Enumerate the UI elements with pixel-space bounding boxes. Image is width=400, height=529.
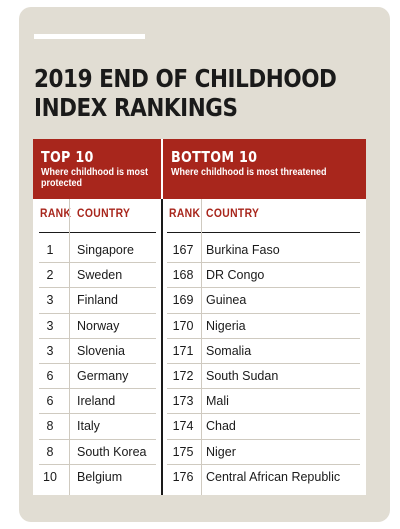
top-rank-cell: 3 xyxy=(46,318,54,333)
top-country-cell: Sweden xyxy=(77,268,123,283)
row-separator xyxy=(167,312,360,314)
bottom-rank-cell: 173 xyxy=(172,394,194,409)
bottom-country-cell: South Sudan xyxy=(206,368,279,383)
top-10-subheading: Where childhood is most protected xyxy=(41,167,149,189)
row-separator xyxy=(167,438,360,440)
title-line-2: INDEX RANKINGS xyxy=(34,93,238,122)
top-country-cell: Slovenia xyxy=(77,343,125,358)
bottom-10-heading: BOTTOM 10 xyxy=(171,148,258,166)
table-row: 1 Singapore 167 Burkina Faso xyxy=(33,238,366,264)
bottom-inner-divider xyxy=(201,199,202,495)
top-10-heading: TOP 10 xyxy=(41,148,94,166)
top-inner-divider xyxy=(69,199,70,495)
row-separator xyxy=(39,287,156,289)
column-divider xyxy=(161,139,163,495)
table-row: 3 Norway 170 Nigeria xyxy=(33,314,366,339)
decorative-rule xyxy=(34,34,145,39)
row-separator xyxy=(167,413,360,415)
bottom-country-cell: DR Congo xyxy=(206,268,265,283)
bottom-rank-cell: 170 xyxy=(172,318,194,333)
bottom-rank-cell: 174 xyxy=(172,419,194,434)
table-row: 3 Slovenia 171 Somalia xyxy=(33,339,366,364)
top-rank-cell: 3 xyxy=(46,293,54,308)
table-row: 6 Germany 172 South Sudan xyxy=(33,364,366,390)
top-rank-cell: 3 xyxy=(46,343,54,358)
row-separator xyxy=(39,312,156,314)
row-separator xyxy=(167,362,360,364)
row-separator xyxy=(39,362,156,364)
table-row: 10 Belgium 176 Central African Republic xyxy=(33,465,366,490)
top-country-cell: Ireland xyxy=(77,394,116,409)
top-rank-cell: 6 xyxy=(46,368,54,383)
bottom-rank-cell: 167 xyxy=(172,243,194,257)
top-rank-cell: 1 xyxy=(46,243,54,257)
bottom-rank-cell: 172 xyxy=(172,368,194,383)
bottom-country-cell: Chad xyxy=(206,419,236,434)
top-rank-column-header: RANK xyxy=(40,208,72,220)
bottom-rank-cell: 176 xyxy=(172,469,194,484)
bottom-country-cell: Burkina Faso xyxy=(206,243,280,257)
rankings-table: TOP 10 Where childhood is most protected… xyxy=(33,139,366,495)
row-separator xyxy=(167,337,360,339)
row-separator xyxy=(39,463,156,465)
bottom-10-subheading: Where childhood is most threatened xyxy=(171,167,327,178)
bottom-column-header-rule xyxy=(167,232,360,233)
row-separator xyxy=(39,337,156,339)
rankings-card: 2019 END OF CHILDHOOD INDEX RANKINGS TOP… xyxy=(19,7,390,522)
row-separator xyxy=(39,438,156,440)
row-separator xyxy=(167,262,360,264)
top-country-cell: Norway xyxy=(77,318,120,333)
row-separator xyxy=(167,287,360,289)
top-country-cell: Finland xyxy=(77,293,118,308)
bottom-rank-cell: 175 xyxy=(172,444,194,459)
row-separator xyxy=(39,262,156,264)
top-rank-cell: 6 xyxy=(46,394,54,409)
bottom-country-cell: Nigeria xyxy=(206,318,246,333)
top-country-column-header: COUNTRY xyxy=(77,208,131,220)
row-separator xyxy=(39,413,156,415)
title-line-1: 2019 END OF CHILDHOOD xyxy=(34,64,337,93)
table-header-band xyxy=(33,139,366,199)
table-row: 6 Ireland 173 Mali xyxy=(33,389,366,415)
bottom-rank-cell: 169 xyxy=(172,293,194,308)
top-rank-cell: 8 xyxy=(46,444,54,459)
bottom-rank-cell: 168 xyxy=(172,268,194,283)
bottom-country-cell: Somalia xyxy=(206,343,252,358)
top-country-cell: Belgium xyxy=(77,469,123,484)
table-row: 2 Sweden 168 DR Congo xyxy=(33,263,366,289)
top-rank-cell: 10 xyxy=(43,469,57,484)
top-column-header-rule xyxy=(39,232,156,233)
bottom-rank-cell: 171 xyxy=(172,343,194,358)
top-rank-cell: 2 xyxy=(46,268,54,283)
bottom-country-cell: Niger xyxy=(206,444,236,459)
row-separator xyxy=(39,388,156,390)
table-body: 1 Singapore 167 Burkina Faso 2 Sweden 168 DR Co… xyxy=(33,238,366,490)
bottom-rank-column-header: RANK xyxy=(169,208,201,220)
row-separator xyxy=(167,388,360,390)
page-title: 2019 END OF CHILDHOOD INDEX RANKINGS xyxy=(34,64,337,122)
top-rank-cell: 8 xyxy=(46,419,54,434)
table-row: 3 Finland 169 Guinea xyxy=(33,288,366,314)
bottom-country-column-header: COUNTRY xyxy=(206,208,260,220)
table-row: 8 Italy 174 Chad xyxy=(33,414,366,440)
table-row: 8 South Korea 175 Niger xyxy=(33,440,366,465)
bottom-country-cell: Central African Republic xyxy=(206,469,341,484)
top-country-cell: Singapore xyxy=(77,243,134,257)
top-10-header: TOP 10 Where childhood is most protected xyxy=(33,139,162,199)
row-separator xyxy=(167,463,360,465)
bottom-country-cell: Mali xyxy=(206,394,229,409)
top-country-cell: Germany xyxy=(77,368,129,383)
bottom-10-header: BOTTOM 10 Where childhood is most threat… xyxy=(163,139,366,199)
top-country-cell: Italy xyxy=(77,419,100,434)
header-divider xyxy=(161,139,163,199)
top-country-cell: South Korea xyxy=(77,444,147,459)
bottom-country-cell: Guinea xyxy=(206,293,247,308)
